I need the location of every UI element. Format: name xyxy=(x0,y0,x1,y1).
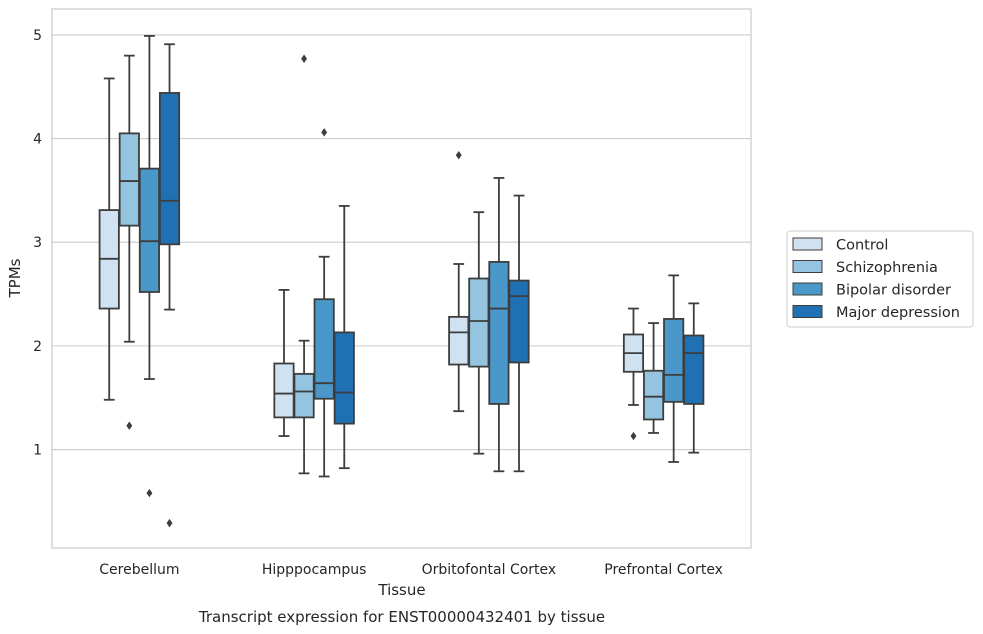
box-1-3 xyxy=(333,205,355,470)
figure-caption: Transcript expression for ENST0000043240… xyxy=(198,608,605,626)
iqr-box xyxy=(448,315,470,366)
x-tick-label: Hipppocampus xyxy=(262,562,367,578)
legend-frame xyxy=(786,230,974,328)
legend-label: Major depression xyxy=(836,305,960,321)
iqr-box xyxy=(158,92,181,246)
x-tick-label: Cerebellum xyxy=(99,562,179,578)
plot-frame xyxy=(51,8,752,549)
legend-label: Schizophrenia xyxy=(836,260,938,276)
outlier-point xyxy=(630,431,637,441)
outlier-point xyxy=(455,150,462,160)
box-1-2 xyxy=(313,128,335,478)
box-layer xyxy=(98,35,705,528)
iqr-box xyxy=(683,334,705,405)
outlier-point xyxy=(166,518,173,528)
x-tick-label: Orbitofontal Cortex xyxy=(422,562,557,578)
legend-swatch xyxy=(792,282,823,296)
box-3-0 xyxy=(622,307,645,441)
y-tick-label: 5 xyxy=(33,28,42,44)
legend-swatch xyxy=(792,237,823,251)
legend-label: Bipolar disorder xyxy=(836,283,951,299)
y-tick-label: 1 xyxy=(33,443,42,459)
iqr-box xyxy=(138,167,160,293)
outlier-point xyxy=(321,128,328,137)
iqr-box xyxy=(273,362,295,419)
legend-swatch xyxy=(792,305,823,318)
iqr-box xyxy=(663,318,685,403)
legend-swatch xyxy=(792,260,823,273)
iqr-box xyxy=(508,279,530,364)
y-tick-label: 2 xyxy=(33,339,42,355)
box-1-1 xyxy=(293,54,315,475)
y-tick-label: 4 xyxy=(33,132,42,148)
iqr-box xyxy=(468,277,490,368)
outlier-point xyxy=(301,54,308,63)
box-3-3 xyxy=(683,302,705,454)
iqr-box xyxy=(333,331,355,425)
box-3-1 xyxy=(643,322,665,434)
legend-label: Control xyxy=(836,238,888,254)
x-tick-labels: Cerebellum Hipppocampus Orbitofontal Corte… xyxy=(99,562,723,578)
outlier-point xyxy=(146,488,153,498)
outlier-point xyxy=(126,421,133,430)
y-tick-labels: 1 2 3 4 5 xyxy=(33,28,42,459)
box-0-3 xyxy=(158,43,181,528)
box-2-1 xyxy=(468,211,490,455)
iqr-box xyxy=(643,369,665,421)
box-1-0 xyxy=(273,289,295,437)
x-axis-label: Tissue xyxy=(377,581,425,599)
iqr-box xyxy=(293,372,315,419)
legend: Control Schizophrenia Bipolar disorder Majo… xyxy=(786,230,974,328)
box-0-0 xyxy=(98,77,120,401)
y-axis-label: TPMs xyxy=(6,258,24,298)
x-tick-label: Prefrontal Cortex xyxy=(604,562,723,578)
iqr-box xyxy=(488,261,510,405)
iqr-box xyxy=(118,132,140,227)
box-2-3 xyxy=(508,194,530,473)
y-tick-label: 3 xyxy=(33,235,42,251)
